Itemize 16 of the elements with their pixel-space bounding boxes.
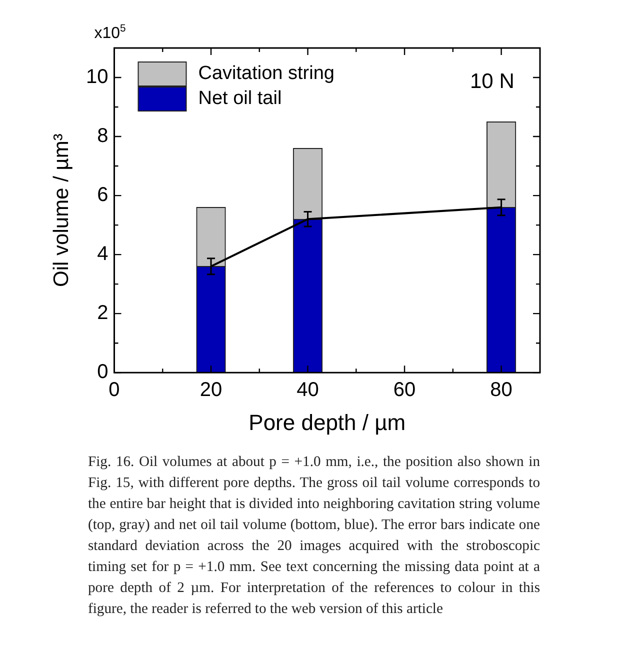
y-tick-label: 8 bbox=[97, 125, 108, 148]
x-axis-title: Pore depth / µm bbox=[248, 410, 406, 435]
y-tick-label: 6 bbox=[97, 184, 108, 206]
y-tick-label: 0 bbox=[97, 361, 108, 384]
x-tick-label: 40 bbox=[296, 379, 319, 402]
y-tick-label: 2 bbox=[97, 302, 108, 324]
legend-label: Net oil tail bbox=[198, 88, 282, 110]
x-tick-label: 20 bbox=[200, 379, 222, 402]
y-tick-label: 4 bbox=[97, 243, 108, 266]
legend-label: Cavitation string bbox=[198, 63, 334, 84]
caption: Fig. 16. Oil volumes at about p = +1.0 mm, i.e., the position also shown in Fig. 15, with different pore depths. The gross oil tail volume corresponds to the entire bar height that is divided into neighboring cavitation string volume (top, gray) and net oil tail volume (bottom, blue). The error bars indicate one standard deviation across the 20 images acquired with the stroboscopic timing set for p = +1.0 mm. See text concerning the missing data point at a pore depth of 2 µm. For interpretation of the references to colour in this figure, the reader is referred to the web version of this article bbox=[88, 453, 540, 619]
y-axis-title: Oil volume / µm³ bbox=[50, 134, 74, 287]
annotation: 10 N bbox=[470, 70, 514, 93]
x-tick-label: 60 bbox=[393, 379, 416, 402]
y-tick-label: 10 bbox=[86, 66, 108, 88]
x-tick-label: 80 bbox=[490, 379, 512, 402]
